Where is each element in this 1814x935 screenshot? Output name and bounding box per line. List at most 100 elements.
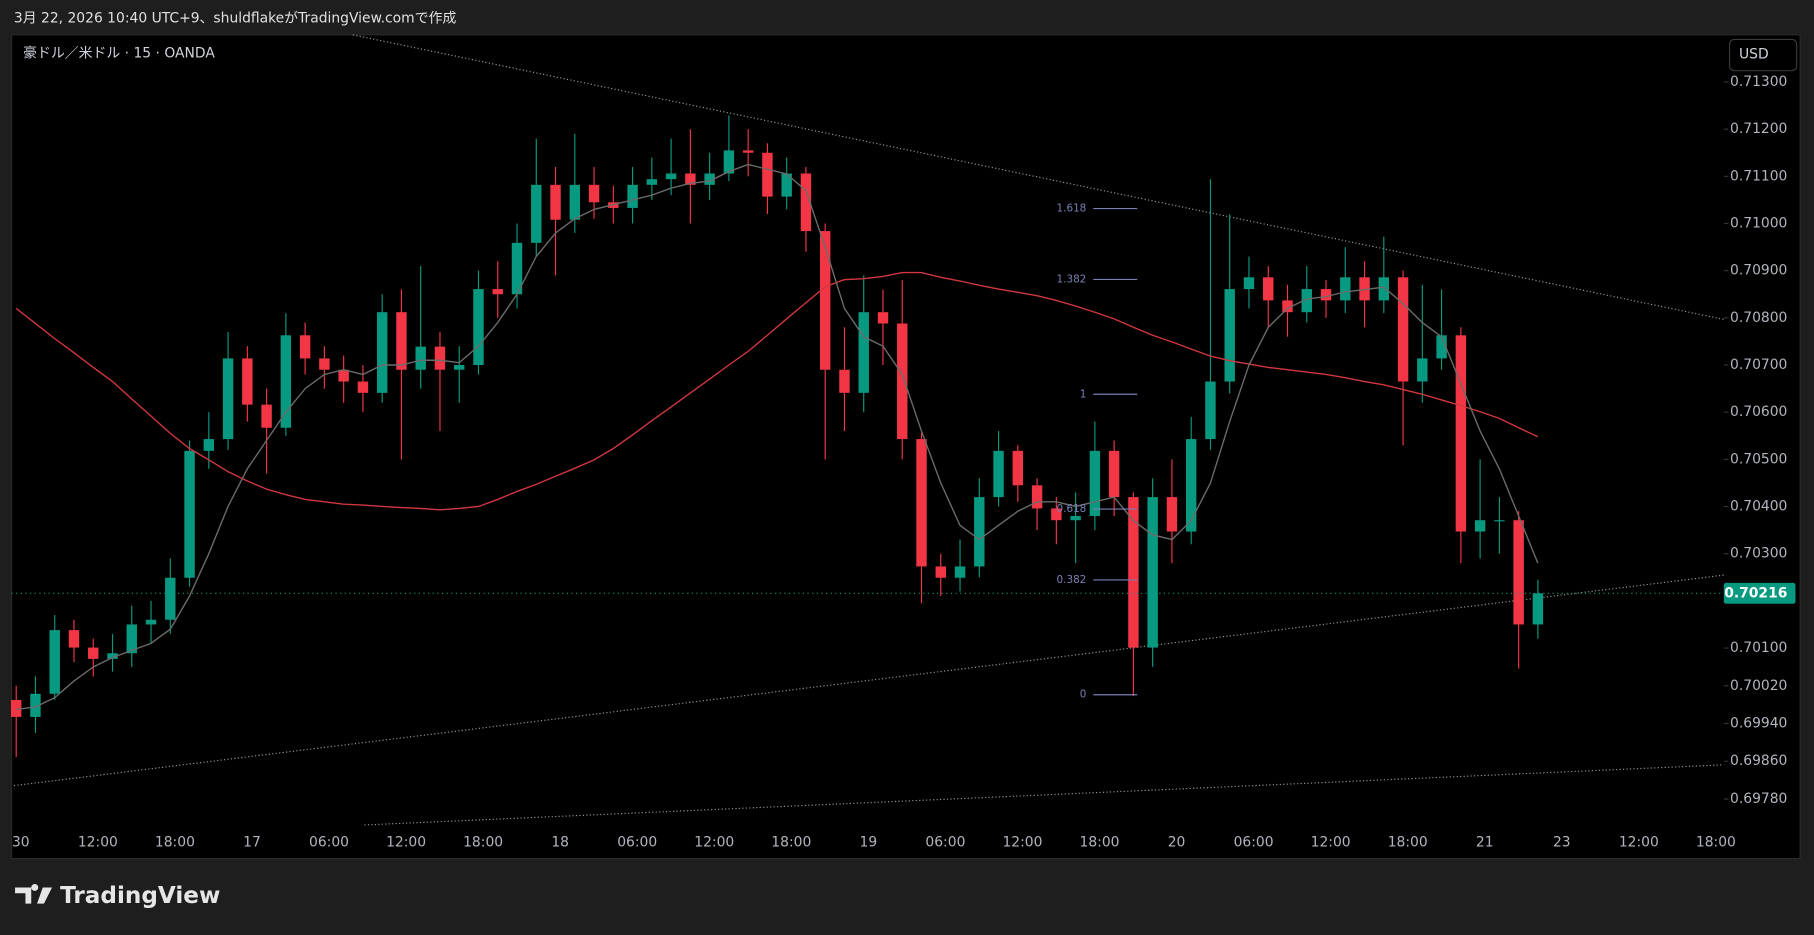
y-tick-label: 0.69860 — [1730, 753, 1787, 769]
candle-body — [107, 653, 118, 659]
candle-body — [820, 231, 831, 370]
y-tick-label: 0.70800 — [1730, 310, 1787, 326]
candle-body — [415, 346, 426, 370]
candle-body — [280, 335, 292, 428]
y-tick-label: 0.69780 — [1730, 791, 1787, 807]
x-tick-label: 06:00 — [925, 834, 965, 850]
chart-panel — [10, 34, 1801, 860]
candle-body — [627, 184, 638, 208]
candle-body — [762, 152, 773, 197]
x-tick-label: 17 — [243, 834, 261, 850]
candle-body — [569, 184, 581, 220]
candle-body — [1089, 450, 1101, 516]
candle-body — [1243, 277, 1255, 290]
last-price-badge — [1723, 582, 1796, 604]
candle-body — [665, 173, 677, 180]
candle-body — [1282, 300, 1293, 313]
fib-label: 1 — [1080, 388, 1087, 400]
fib-label: 0.382 — [1057, 574, 1087, 586]
x-tick-label: 12:00 — [1619, 834, 1659, 850]
candle-body — [1185, 439, 1197, 532]
x-tick-label: 12:00 — [78, 834, 118, 850]
x-tick-label: 06:00 — [617, 834, 657, 850]
candle-body — [1474, 520, 1486, 532]
candle-body — [511, 242, 523, 295]
x-tick-label: 18:00 — [771, 834, 811, 850]
candle-body — [261, 404, 272, 428]
y-tick-label: 0.70100 — [1730, 640, 1787, 656]
candle-body — [184, 450, 195, 578]
candle-body — [781, 173, 792, 197]
candle-body — [1263, 277, 1274, 301]
plot: 1.618 1.382 1 0.618 0.382 0 — [10, 34, 1724, 826]
candle-body — [434, 346, 446, 370]
x-tick-label: 23 — [1553, 834, 1571, 850]
x-tick-label: 18 — [551, 834, 569, 850]
moving-average — [15, 271, 1539, 511]
symbol-label: 豪ドル／米ドル · 15 · OANDA — [23, 45, 215, 61]
y-tick-label: 0.70500 — [1730, 451, 1787, 467]
candle-body — [492, 289, 503, 295]
x-tick-label: 18:00 — [463, 834, 503, 850]
logo-icon[interactable] — [15, 883, 53, 904]
candle-body — [531, 184, 542, 243]
currency-label[interactable]: USD — [1739, 46, 1769, 62]
x-tick-label: 18:00 — [1080, 834, 1120, 850]
x-tick-label: 18:00 — [1388, 834, 1428, 850]
candle-body — [916, 439, 927, 567]
candle-body — [974, 497, 985, 567]
logo-text[interactable]: TradingView — [60, 883, 220, 909]
candle-body — [165, 577, 176, 620]
candle-body — [222, 358, 234, 440]
currency-button[interactable]: USD — [1728, 38, 1798, 72]
currency-button-frame[interactable] — [1728, 38, 1798, 72]
x-tick-label: 12:00 — [1311, 834, 1351, 850]
candle-body — [1301, 289, 1312, 313]
trendline — [13, 574, 1724, 787]
x-tick-label: 12:00 — [1002, 834, 1042, 850]
candle-body — [588, 184, 600, 203]
y-tick-label: 0.71000 — [1730, 216, 1787, 232]
candle-body — [1031, 485, 1043, 509]
logo[interactable]: TradingView — [15, 883, 220, 909]
x-tick-label: 12:00 — [386, 834, 426, 850]
y-tick-label: 0.71100 — [1730, 168, 1787, 184]
candle-body — [993, 450, 1004, 498]
fib-label: 0 — [1080, 689, 1087, 701]
candle-body — [126, 624, 137, 654]
y-tick-label: 0.71300 — [1730, 74, 1787, 90]
y-tick-label: 0.70020 — [1730, 678, 1787, 694]
fib-label: 1.618 — [1057, 203, 1087, 215]
candle-body — [1166, 497, 1178, 532]
x-tick-label: 06:00 — [1234, 834, 1274, 850]
fib-label: 1.382 — [1057, 273, 1087, 285]
x-tick-label: 06:00 — [309, 834, 349, 850]
candle-body — [954, 566, 966, 578]
candle-body — [550, 184, 561, 220]
x-tick-label: 20 — [1168, 834, 1186, 850]
candle-body — [742, 150, 754, 153]
x-tick-label: 30 — [12, 834, 30, 850]
candle-body — [1070, 515, 1081, 521]
candle-body — [935, 566, 946, 578]
candle-body — [1455, 335, 1467, 532]
y-tick-label: 0.70400 — [1730, 499, 1787, 515]
candle-body — [1532, 593, 1544, 625]
candle-body — [723, 150, 735, 174]
candle-body — [338, 369, 349, 382]
candle-body — [1378, 277, 1390, 301]
candle-body — [376, 312, 388, 393]
candle-body — [10, 699, 22, 717]
candle-body — [1417, 358, 1428, 382]
candle-body — [858, 312, 869, 393]
candle-body — [1320, 289, 1332, 301]
candle-body — [49, 630, 60, 694]
candle-body — [357, 381, 369, 393]
y-tick-label: 0.71200 — [1730, 121, 1787, 137]
candle-body — [145, 619, 157, 625]
y-tick-label: 0.70700 — [1730, 357, 1787, 373]
candle-body — [242, 358, 253, 405]
candle-body — [897, 323, 908, 440]
